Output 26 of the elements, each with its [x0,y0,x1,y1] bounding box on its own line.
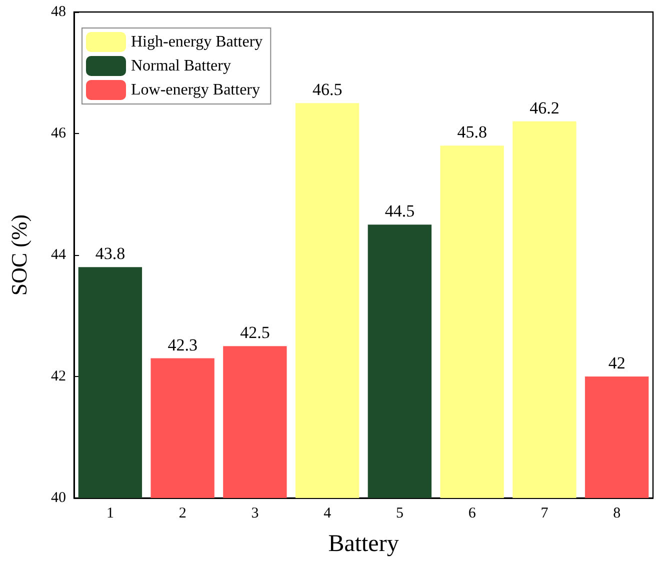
y-axis-title: SOC (%) [6,214,32,296]
y-tick-label: 42 [51,368,66,384]
y-tick-label: 40 [51,490,66,506]
x-tick-label: 5 [396,506,404,522]
x-tick-label: 1 [106,506,114,522]
x-tick-label: 8 [613,506,621,522]
legend-label: High-energy Battery [131,34,263,50]
x-tick-label: 4 [324,506,332,522]
y-tick-label: 48 [51,4,66,20]
data-label: 46.5 [312,80,342,100]
x-tick-label: 3 [251,506,259,522]
data-label: 46.2 [530,98,560,118]
data-label: 42 [608,354,626,372]
data-label: 42.5 [240,323,270,342]
x-axis-title: Battery [328,531,399,557]
data-label: 45.8 [457,122,487,142]
data-label: 43.8 [95,244,126,264]
legend-label: Normal Battery [131,58,231,74]
x-tick-label: 6 [468,506,476,522]
x-tick-label: 2 [178,506,186,522]
data-label: 42.3 [168,335,198,354]
x-tick-label: 7 [540,506,549,522]
data-label: 44.5 [384,202,415,221]
legend-label: Low-energy Battery [131,82,260,98]
y-tick-label: 46 [51,126,66,142]
y-tick-label: 44 [51,247,66,263]
